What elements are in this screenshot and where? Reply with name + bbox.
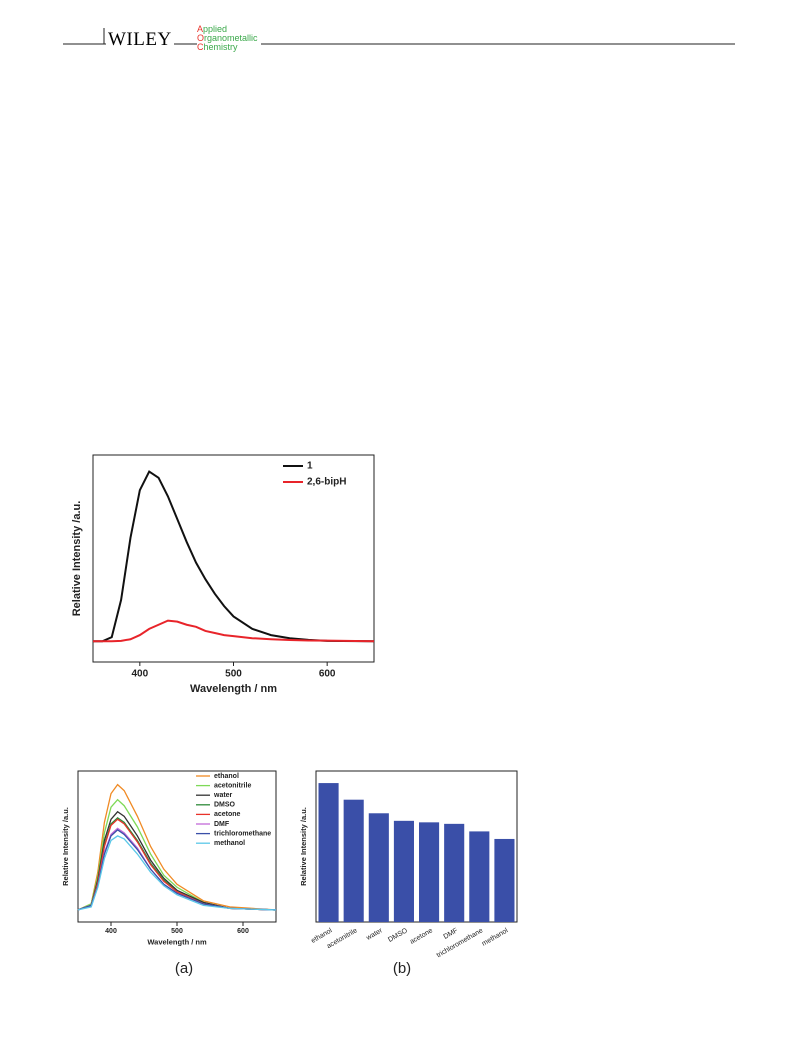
x-tick-label: DMSO (387, 927, 409, 944)
legend-label: 2,6-bipH (307, 477, 346, 488)
x-tick-label: DMF (442, 927, 459, 941)
x-tick-label: methanol (481, 927, 510, 948)
legend-label: methanol (214, 840, 245, 847)
publisher: WILEY (106, 29, 174, 50)
journal-word: Organometallic (197, 33, 258, 43)
bar (494, 838, 515, 922)
panel-label: (b) (393, 960, 411, 977)
bar (343, 799, 364, 922)
x-axis-label: Wavelength / nm (190, 683, 277, 695)
x-axis-label: Wavelength / nm (147, 937, 207, 946)
legend-label: water (213, 792, 233, 799)
spectrum-line (77, 835, 277, 911)
y-axis-label: Relative Intensity /a.u. (61, 807, 70, 886)
bar (419, 822, 440, 922)
bar (318, 783, 339, 922)
legend-label: acetonitrile (214, 782, 251, 789)
x-tick-label: 400 (131, 669, 148, 680)
y-axis-label: Relative Intensity /a.u. (71, 501, 83, 617)
spectrum-line (93, 619, 375, 643)
bar (393, 820, 414, 922)
spectrum-line (77, 827, 277, 911)
x-tick-label: trichloromethane (436, 927, 485, 959)
bar (368, 813, 389, 922)
plot-frame (315, 770, 518, 923)
legend-label: trichloromethane (214, 830, 271, 837)
x-tick-label: acetone (409, 927, 434, 946)
x-tick-label: 600 (319, 669, 336, 680)
x-tick-label: 600 (237, 928, 249, 935)
bar (469, 831, 490, 922)
legend-label: acetone (214, 811, 241, 818)
journal-name: Applied Organometallic Chemistry (197, 25, 261, 52)
bar (444, 823, 465, 922)
x-tick-label: 400 (105, 928, 117, 935)
legend-label: DMF (214, 821, 230, 828)
panel-label: (a) (175, 960, 193, 977)
x-tick-label: 500 (225, 669, 242, 680)
journal-word: Chemistry (197, 42, 238, 52)
x-tick-label: 500 (171, 928, 183, 935)
legend-label: DMSO (214, 802, 236, 809)
journal-word: Applied (197, 24, 228, 34)
spectrum-line (93, 470, 375, 643)
legend-label: ethanol (214, 773, 239, 780)
x-tick-label: water (365, 927, 385, 942)
spectrum-line (77, 783, 277, 911)
legend-label: 1 (307, 461, 313, 472)
y-axis-label: Relative Intensity /a.u. (299, 807, 308, 886)
